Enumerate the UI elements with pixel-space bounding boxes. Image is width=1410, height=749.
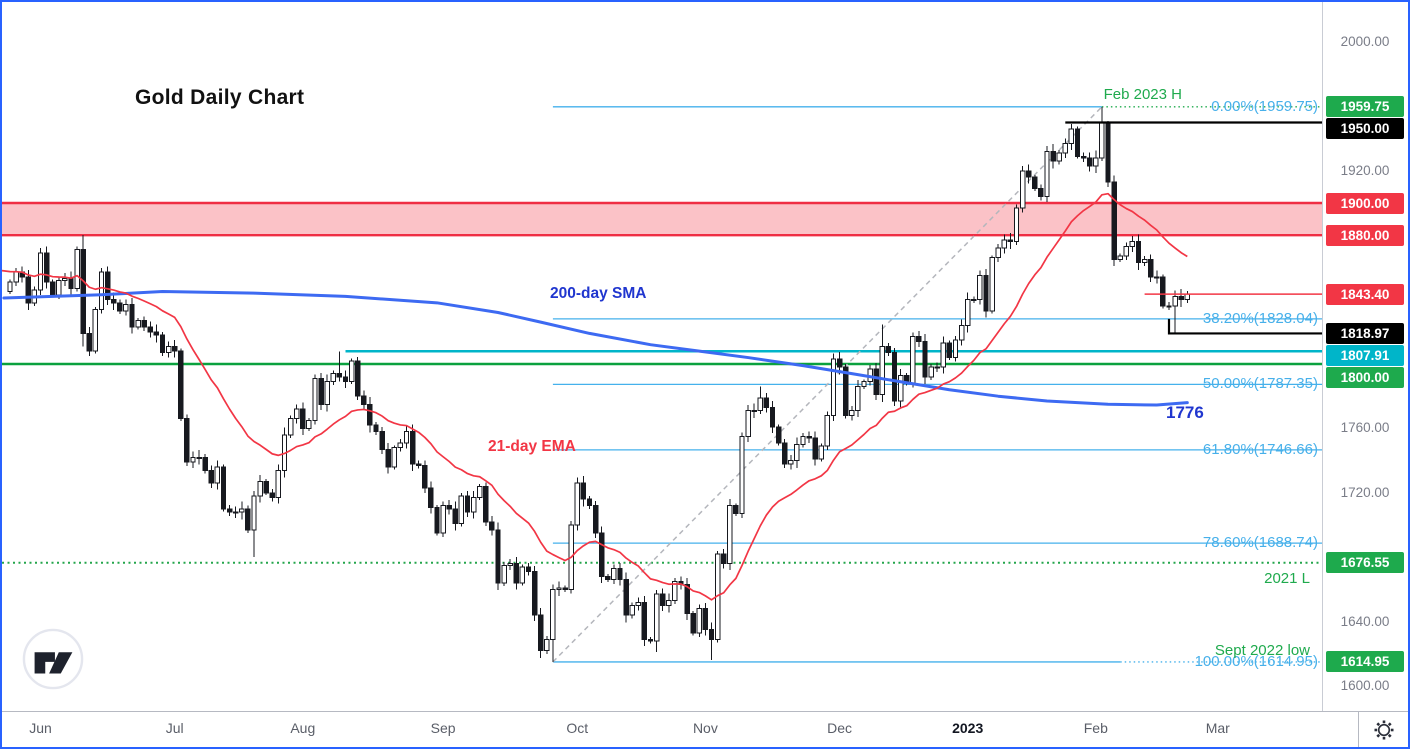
time-axis-tick-Aug: Aug: [290, 720, 316, 736]
sma-last-value-label: 1776: [1166, 403, 1204, 422]
price-axis-tick: 1600.00: [1340, 678, 1390, 693]
time-axis-tick-Nov: Nov: [692, 720, 718, 736]
fib-level-label: 38.20%(1828.04): [1202, 309, 1318, 327]
2021-low-label: 2021 L: [1264, 570, 1310, 587]
time-axis[interactable]: Jun Jul Aug Sep Oct Nov Dec 2023 Feb Mar: [2, 711, 1408, 747]
price-badge-1818.97: 1818.97: [1326, 322, 1404, 344]
supply-zone: [2, 201, 1322, 237]
price-badge-1959.75: 1959.75: [1326, 96, 1404, 118]
horizontal-levels: [2, 350, 1322, 564]
sma-200-label: 200-day SMA: [550, 285, 647, 302]
recent-low-ray[interactable]: [1167, 318, 1322, 335]
price-badge-1807.91: 1807.91: [1326, 344, 1404, 366]
time-axis-tick-Jun: Jun: [29, 720, 52, 736]
tradingview-logo-icon: [22, 628, 84, 690]
price-axis[interactable]: 2000.00 1920.00 1760.00 1720.00 1640.00 1600.…: [1322, 2, 1407, 711]
price-badge-1800.00: 1800.00: [1326, 366, 1404, 388]
fib-level-label: 100.00%(1614.95): [1194, 652, 1318, 670]
time-axis-tick-Jul: Jul: [165, 720, 184, 736]
fib-level-label: 61.80%(1746.66): [1202, 440, 1318, 458]
price-badge-1880.00: 1880.00: [1326, 224, 1404, 246]
overlay-levels: [1065, 121, 1322, 335]
price-badge-1900.00: 1900.00: [1326, 192, 1404, 214]
time-axis-tick-Feb: Feb: [1083, 720, 1108, 736]
price-axis-tick: 1760.00: [1340, 420, 1390, 436]
price-axis-tick: 1920.00: [1340, 162, 1390, 178]
time-axis-tick-Oct: Oct: [566, 720, 589, 736]
sma-200-line[interactable]: [2, 290, 1189, 407]
fib-retracement: [552, 106, 1322, 663]
time-axis-tick-Dec: Dec: [827, 720, 853, 736]
time-axis-tick-Mar: Mar: [1205, 720, 1230, 736]
price-badge-1676.55: 1676.55: [1326, 552, 1404, 574]
chart-title: Gold Daily Chart: [135, 86, 305, 109]
trendline[interactable]: [552, 106, 1103, 663]
feb-2023-high-label: Feb 2023 H: [1103, 86, 1182, 103]
price-badge-1950.00: 1950.00: [1326, 118, 1404, 140]
price-badge-1843.40: 1843.40: [1326, 283, 1404, 305]
ema-21-line[interactable]: [2, 192, 1188, 601]
candlestick-series: [7, 106, 1190, 662]
fib-level-label: 50.00%(1787.35): [1202, 375, 1318, 393]
sept-2022-low-label: Sept 2022 low: [1214, 642, 1310, 659]
price-axis-tick: 2000.00: [1340, 34, 1390, 49]
price-axis-tick: 1640.00: [1340, 613, 1390, 629]
ema-21-label: 21-day EMA: [488, 438, 576, 455]
fib-level-label: 78.60%(1688.74): [1202, 534, 1318, 552]
settings-gear-icon: [1374, 720, 1393, 739]
time-axis-tick-Sep: Sep: [430, 720, 456, 736]
price-chart-canvas[interactable]: [2, 2, 1322, 711]
fib-level-label: 0.00%(1959.75): [1211, 97, 1318, 115]
price-axis-tick: 1720.00: [1340, 484, 1390, 500]
time-axis-tick-2023: 2023: [952, 720, 984, 736]
settings-gear-button[interactable]: [1358, 712, 1408, 747]
tradingview-logo[interactable]: [22, 628, 84, 690]
price-badge-1614.95: 1614.95: [1326, 651, 1404, 673]
